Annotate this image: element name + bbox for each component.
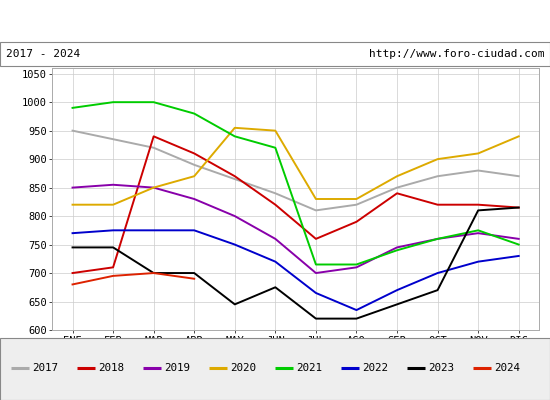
Text: 2020: 2020 [230, 363, 256, 373]
Text: 2018: 2018 [98, 363, 124, 373]
FancyBboxPatch shape [0, 42, 550, 66]
Text: 2021: 2021 [296, 363, 322, 373]
Text: Evolucion del paro registrado en Villaviciosa: Evolucion del paro registrado en Villavi… [78, 14, 472, 28]
Text: 2017 - 2024: 2017 - 2024 [6, 49, 80, 59]
Text: 2022: 2022 [362, 363, 388, 373]
Text: 2017: 2017 [32, 363, 58, 373]
Text: http://www.foro-ciudad.com: http://www.foro-ciudad.com [369, 49, 544, 59]
Text: 2024: 2024 [494, 363, 520, 373]
Text: 2019: 2019 [164, 363, 190, 373]
Text: 2023: 2023 [428, 363, 454, 373]
FancyBboxPatch shape [0, 338, 550, 400]
